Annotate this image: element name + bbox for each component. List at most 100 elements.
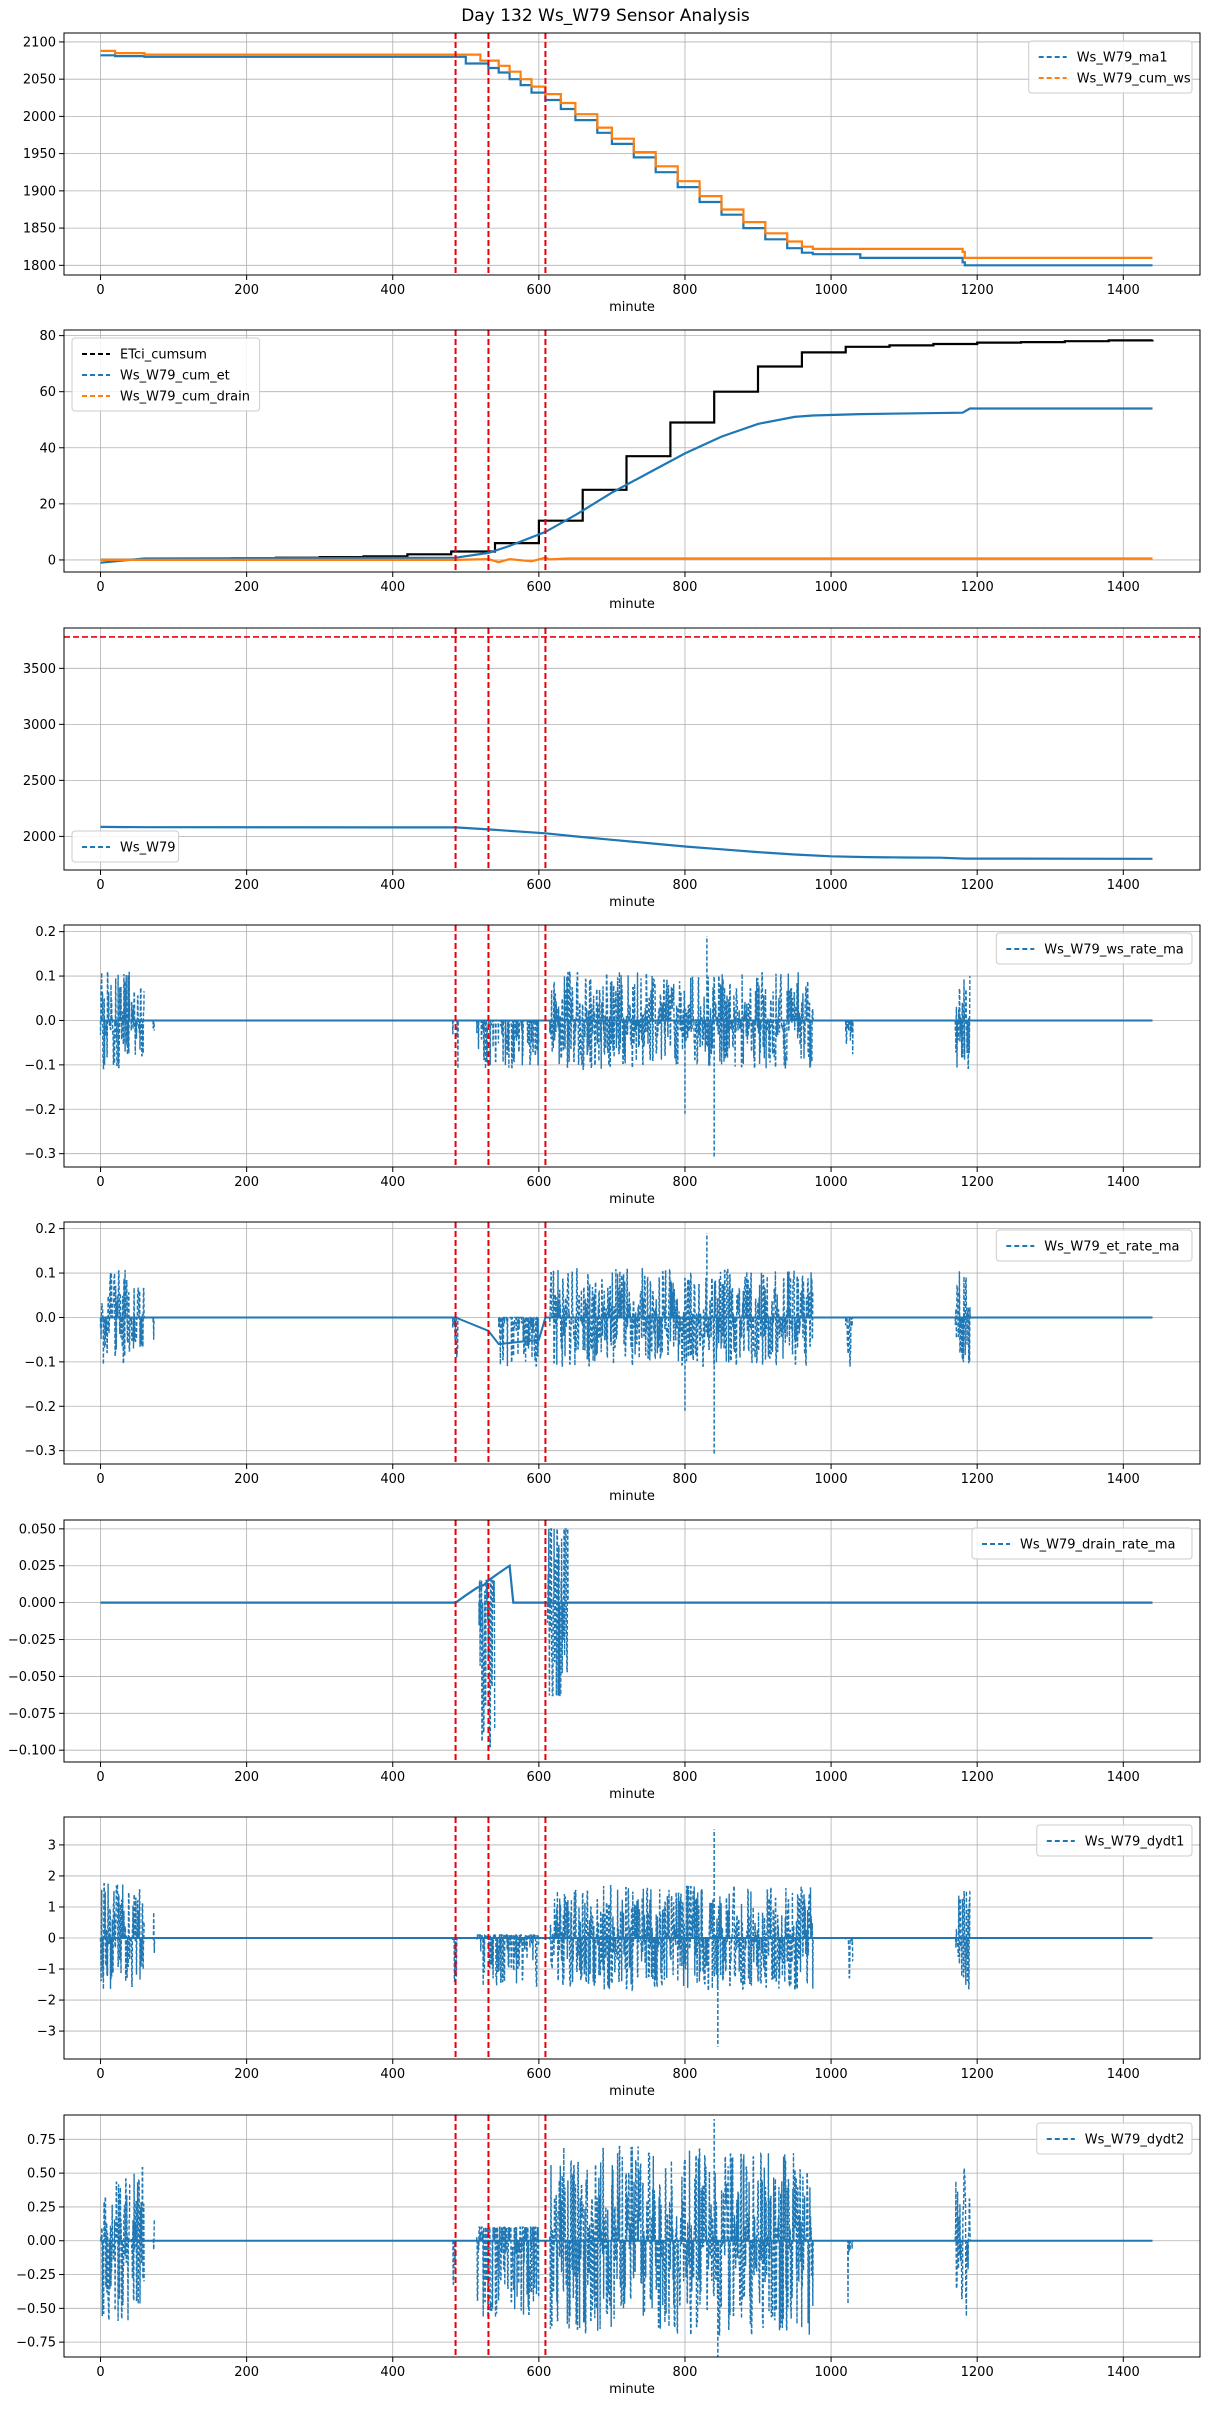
x-axis-label: minute (609, 1489, 655, 1504)
x-axis-label: minute (609, 1192, 655, 1207)
x-tick-label: 1200 (961, 2365, 994, 2380)
burst-segment (549, 1885, 814, 1992)
x-tick-label: 400 (380, 2365, 405, 2380)
burst-segment (152, 1316, 155, 1340)
y-tick-label: 2100 (23, 35, 56, 50)
axes-frame (63, 924, 1201, 1168)
x-tick-label: 800 (673, 1770, 698, 1785)
legend-box (71, 830, 180, 863)
x-tick-label: 800 (673, 1472, 698, 1487)
subplot-1: 0 200 400 600 800 1000 1200 1400 1800 1850 1900 195… (23, 32, 1201, 315)
x-tick-label: 1400 (1107, 283, 1140, 298)
x-tick-label: 200 (234, 580, 259, 595)
x-tick-label: 800 (673, 2067, 698, 2082)
y-tick-label: −3 (37, 2025, 56, 2040)
y-tick-label: 2000 (23, 830, 56, 845)
y-tick-label: 60 (39, 385, 56, 400)
burst-segment (498, 1316, 540, 1367)
series-line-2 (100, 407, 1153, 564)
burst-segment (954, 1271, 971, 1364)
legend-label: Ws_W79 (120, 841, 176, 856)
x-tick-label: 800 (673, 283, 698, 298)
x-axis-label: minute (609, 895, 655, 910)
y-tick-label: 2050 (23, 73, 56, 88)
x-axis-label: minute (609, 300, 655, 315)
y-tick-label: 1800 (23, 259, 56, 274)
subplot-3: 0 200 400 600 800 1000 1200 1400 2000 2500 3000 350… (23, 627, 1201, 910)
legend-box (1036, 1824, 1193, 1857)
x-tick-label: 0 (96, 283, 104, 298)
y-tick-label: 2 (48, 1869, 56, 1884)
legend-label: Ws_W79_cum_ws (1077, 72, 1191, 87)
y-tick-label: 0.50 (27, 2167, 56, 2182)
burst-segment (845, 1316, 854, 1367)
x-tick-label: 1400 (1107, 1175, 1140, 1190)
burst-segment (476, 2226, 540, 2318)
burst-segment (99, 1269, 131, 1365)
x-tick-label: 400 (380, 580, 405, 595)
x-tick-label: 1400 (1107, 2365, 1140, 2380)
x-tick-label: 0 (96, 1175, 104, 1190)
legend: Ws_W79 (71, 830, 180, 863)
axes-frame (63, 1816, 1201, 2060)
y-tick-label: 40 (39, 441, 56, 456)
x-tick-label: 800 (673, 580, 698, 595)
legend: ETci_cumsum Ws_W79_cum_et Ws_W79_cum_drain (71, 337, 261, 412)
burst-segment (130, 2167, 145, 2305)
y-tick-label: 3 (48, 1838, 56, 1853)
legend-box (1028, 40, 1193, 94)
subplot-4: 0 200 400 600 800 1000 1200 1400 −0.3 −0.2 −0.1 0.0… (24, 924, 1201, 1207)
x-tick-label: 400 (380, 1175, 405, 1190)
subplot-6: 0 200 400 600 800 1000 1200 1400 −0.100 −0.075 −0.… (8, 1519, 1201, 1802)
series-line-2 (100, 49, 1153, 259)
burst-segment (152, 2218, 155, 2250)
y-tick-label: 20 (39, 497, 56, 512)
axes-frame (63, 1519, 1201, 1763)
legend: Ws_W79_et_rate_ma (995, 1229, 1193, 1262)
y-tick-label: 0.25 (27, 2200, 56, 2215)
y-tick-label: −0.050 (8, 1670, 56, 1685)
plot-area (99, 2115, 1153, 2357)
y-tick-label: 0.050 (19, 1522, 56, 1537)
x-axis-label: minute (609, 2084, 655, 2099)
x-tick-label: 400 (380, 2067, 405, 2082)
x-tick-label: 1200 (961, 580, 994, 595)
burst-segment (99, 1883, 131, 1990)
y-tick-label: 2000 (23, 110, 56, 125)
axes-frame (63, 2114, 1201, 2358)
burst-segment (99, 971, 131, 1070)
x-tick-label: 0 (96, 2067, 104, 2082)
legend: Ws_W79_dydt2 (1036, 2122, 1193, 2155)
burst-segment (549, 971, 814, 1070)
x-tick-label: 800 (673, 1175, 698, 1190)
x-tick-label: 200 (234, 2067, 259, 2082)
y-tick-label: 2500 (23, 774, 56, 789)
x-tick-label: 1400 (1107, 2067, 1140, 2082)
x-tick-label: 200 (234, 283, 259, 298)
x-tick-label: 600 (526, 2067, 551, 2082)
y-tick-label: 0.0 (35, 1311, 56, 1326)
burst-segment (549, 1268, 814, 1367)
x-tick-label: 400 (380, 1770, 405, 1785)
axes-frame (63, 329, 1201, 573)
legend-label: Ws_W79_et_rate_ma (1044, 1240, 1179, 1255)
x-tick-label: 400 (380, 1472, 405, 1487)
burst-segment (476, 1934, 540, 1987)
burst-segment (845, 1937, 854, 1979)
y-tick-label: 0.0 (35, 1014, 56, 1029)
axes-frame (63, 32, 1201, 276)
legend-label: Ws_W79_ma1 (1077, 51, 1168, 66)
x-tick-label: 1400 (1107, 580, 1140, 595)
y-tick-label: −2 (37, 1994, 56, 2009)
y-tick-label: −1 (37, 1963, 56, 1978)
legend-label: Ws_W79_cum_drain (120, 390, 250, 405)
legend-box (71, 337, 261, 412)
x-axis-label: minute (609, 1787, 655, 1802)
subplot-7: 0 200 400 600 800 1000 1200 1400 −3 −2 −1 0 1 2 3 minut… (37, 1816, 1201, 2099)
axes-frame (63, 627, 1201, 871)
y-tick-label: 0.2 (35, 1222, 56, 1237)
x-tick-label: 1200 (961, 1175, 994, 1190)
series-line-1 (100, 1563, 1153, 1604)
y-tick-label: −0.50 (16, 2302, 56, 2317)
y-tick-label: 0.1 (35, 1267, 56, 1282)
